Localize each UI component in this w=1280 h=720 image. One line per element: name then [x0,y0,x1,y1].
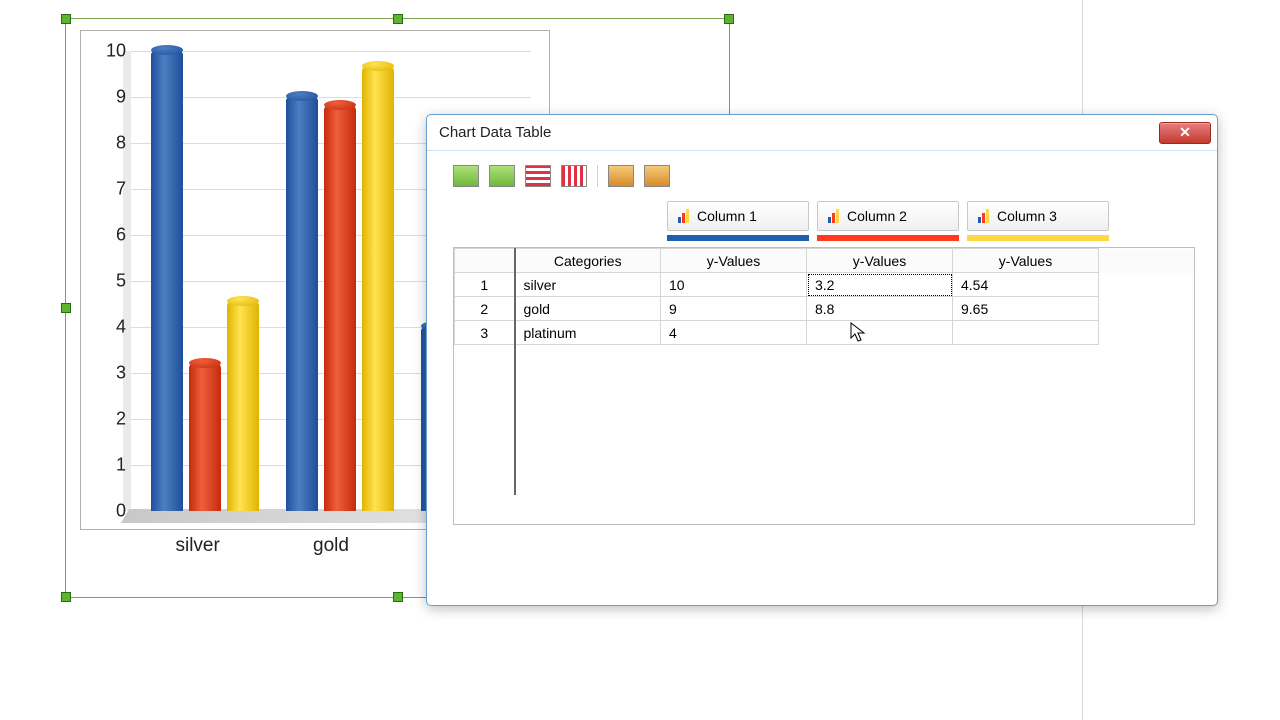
series-tab-2[interactable]: Column 2 [817,201,959,231]
delete-row-icon[interactable] [525,165,551,187]
resize-handle-bl[interactable] [61,592,71,602]
series-tab-3[interactable]: Column 3 [967,201,1109,231]
cell-y1[interactable]: 9 [661,297,807,321]
header-y2[interactable]: y-Values [807,249,953,273]
series-color-underline [817,235,959,241]
y-tick-label: 6 [116,225,126,246]
cell-category[interactable]: gold [515,297,661,321]
insert-row-icon[interactable] [453,165,479,187]
dialog-titlebar[interactable]: Chart Data Table ✕ [427,115,1217,151]
y-tick-label: 10 [106,41,126,62]
dialog-title: Chart Data Table [439,124,1159,141]
data-grid[interactable]: Categories y-Values y-Values y-Values 1s… [453,247,1195,525]
bar-silver-series2[interactable] [189,364,221,511]
bar-gold-series1[interactable] [286,97,318,511]
resize-handle-tl[interactable] [61,14,71,24]
cell-spacer [1099,273,1195,297]
move-series-right-icon[interactable] [644,165,670,187]
bar-chart-icon [828,209,839,223]
close-button[interactable]: ✕ [1159,122,1211,144]
cell-spacer [1099,321,1195,345]
table-row[interactable]: 2gold98.89.65 [455,297,1195,321]
cell-y2[interactable]: 8.8 [807,297,953,321]
cell-y3[interactable]: 4.54 [953,273,1099,297]
y-axis: 012345678910 [91,51,126,511]
cell-y1[interactable]: 10 [661,273,807,297]
close-icon: ✕ [1179,124,1191,141]
chart-data-table-dialog[interactable]: Chart Data Table ✕ Column 1Column 2Colum… [426,114,1218,606]
header-y1[interactable]: y-Values [661,249,807,273]
bar-gold-series2[interactable] [324,106,356,511]
bar-gold-series3[interactable] [362,67,394,511]
series-tab-1[interactable]: Column 1 [667,201,809,231]
row-number[interactable]: 1 [455,273,515,297]
cell-y3[interactable] [953,321,1099,345]
series-tab-label: Column 3 [997,208,1057,224]
series-column-tabs: Column 1 Column 2 Column 3 [427,201,1217,241]
bar-silver-series1[interactable] [151,51,183,511]
cell-y2[interactable]: 3.2 [807,273,953,297]
row-number[interactable]: 2 [455,297,515,321]
table-row[interactable]: 3platinum4 [455,321,1195,345]
y-tick-label: 2 [116,409,126,430]
insert-column-icon[interactable] [489,165,515,187]
cell-category[interactable]: platinum [515,321,661,345]
series-tab-label: Column 1 [697,208,757,224]
cell-category[interactable]: silver [515,273,661,297]
x-label-silver: silver [131,535,264,557]
series-color-underline [967,235,1109,241]
bar-chart-icon [978,209,989,223]
resize-handle-b[interactable] [393,592,403,602]
cell-y1[interactable]: 4 [661,321,807,345]
header-categories[interactable]: Categories [515,249,661,273]
y-tick-label: 3 [116,363,126,384]
header-y3[interactable]: y-Values [953,249,1099,273]
bar-chart-icon [678,209,689,223]
table-row[interactable]: 1silver103.24.54 [455,273,1195,297]
row-number[interactable]: 3 [455,321,515,345]
y-tick-label: 8 [116,133,126,154]
y-tick-label: 5 [116,271,126,292]
move-series-left-icon[interactable] [608,165,634,187]
y-tick-label: 1 [116,455,126,476]
series-color-underline [667,235,809,241]
header-rownum [455,249,515,273]
toolbar-separator [597,165,598,187]
resize-handle-t[interactable] [393,14,403,24]
dialog-toolbar [427,151,1217,197]
y-tick-label: 7 [116,179,126,200]
y-tick-label: 9 [116,87,126,108]
empty-grid-area[interactable] [455,345,1195,495]
resize-handle-l[interactable] [61,303,71,313]
series-tab-label: Column 2 [847,208,907,224]
cell-spacer [1099,297,1195,321]
cell-y3[interactable]: 9.65 [953,297,1099,321]
resize-handle-tr[interactable] [724,14,734,24]
bar-silver-series3[interactable] [227,302,259,511]
x-label-gold: gold [264,535,397,557]
y-tick-label: 4 [116,317,126,338]
delete-column-icon[interactable] [561,165,587,187]
header-spacer [1099,249,1195,273]
cell-y2[interactable] [807,321,953,345]
